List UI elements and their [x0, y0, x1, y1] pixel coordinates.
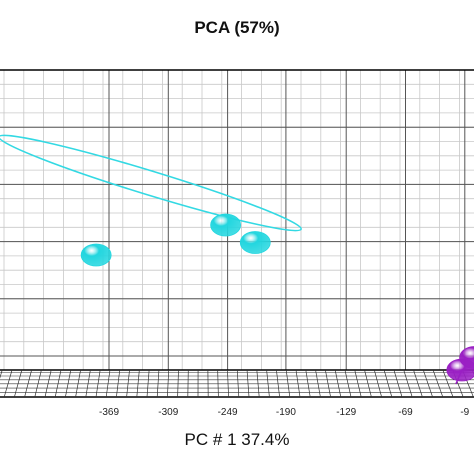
- x-tick-label: -309: [158, 407, 178, 418]
- grid: [0, 69, 474, 398]
- data-point: [239, 231, 271, 254]
- x-tick-label: -69: [398, 407, 413, 418]
- x-tick-labels: -369-309-249-190-129-69-950: [99, 407, 470, 418]
- chart-title: PCA (57%): [194, 18, 280, 37]
- confidence-ellipses: [0, 134, 302, 232]
- x-tick-label: -190: [276, 407, 296, 418]
- drop-line: [455, 369, 463, 385]
- data-point: [459, 346, 474, 369]
- x-tick-label: -249: [218, 407, 238, 418]
- x-tick-label: -129: [336, 407, 356, 418]
- data-point: [80, 243, 112, 267]
- confidence-ellipse: [0, 134, 302, 232]
- x-tick-label: -369: [99, 407, 119, 418]
- data-point: [210, 213, 242, 237]
- data-points: [80, 213, 474, 385]
- x-axis-label: PC # 1 37.4%: [184, 430, 290, 449]
- x-tick-label: -9: [460, 407, 469, 418]
